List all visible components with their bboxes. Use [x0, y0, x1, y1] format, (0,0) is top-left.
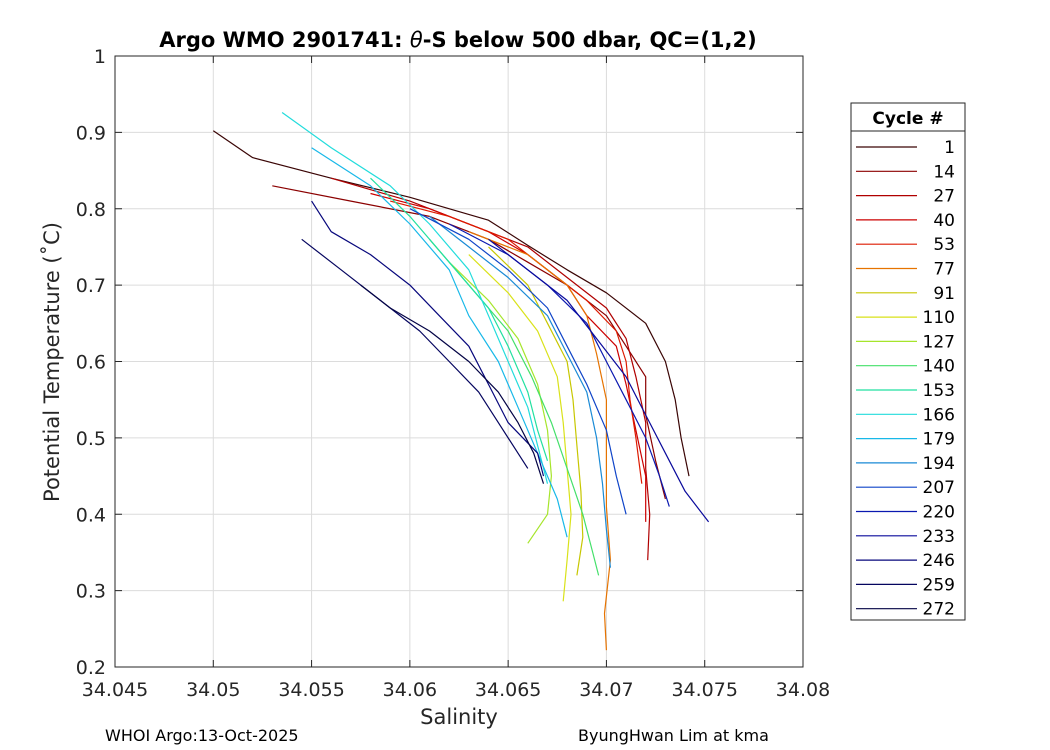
y-tick-label: 0.9	[76, 122, 106, 144]
y-tick-label: 1	[94, 46, 106, 68]
legend-label: 220	[923, 503, 955, 523]
legend-entry: 110	[856, 308, 955, 328]
legend-entry: 140	[856, 357, 955, 377]
legend-label: 207	[923, 478, 955, 498]
x-tick-label: 34.06	[383, 679, 437, 701]
series-line-cycle-179	[311, 147, 568, 538]
series-line-cycle-153	[370, 177, 549, 461]
legend-label: 233	[923, 527, 955, 547]
chart-title: Argo WMO 2901741: θ-S below 500 dbar, QC…	[159, 28, 756, 52]
legend-label: 91	[933, 284, 955, 304]
legend-entry: 1	[856, 138, 955, 158]
x-tick-label: 34.07	[579, 679, 633, 701]
y-tick-label: 0.5	[76, 428, 106, 450]
legend-entry: 127	[856, 332, 955, 352]
legend-label: 1	[944, 138, 955, 158]
legend-entry: 166	[856, 405, 955, 425]
legend-entry: 14	[856, 162, 955, 182]
x-tick-label: 34.065	[475, 679, 541, 701]
series-line-cycle-77	[468, 231, 612, 651]
legend-label: 14	[933, 162, 955, 182]
legend-label: 259	[923, 575, 955, 595]
x-axis-label: Salinity	[420, 705, 498, 729]
legend-entry: 246	[856, 551, 955, 571]
x-tick-label: 34.05	[186, 679, 240, 701]
legend-entry: 53	[856, 235, 955, 255]
series-line-cycle-110	[468, 254, 572, 602]
series-line-cycle-166	[281, 112, 549, 484]
y-tick-label: 0.4	[76, 504, 106, 526]
legend-entry: 194	[856, 454, 955, 474]
y-tick-label: 0.3	[76, 581, 106, 603]
legend-label: 110	[923, 308, 955, 328]
legend-label: 179	[923, 430, 955, 450]
legend-entry: 40	[856, 211, 955, 231]
legend-label: 40	[933, 211, 955, 231]
legend-entry: 179	[856, 430, 955, 450]
legend-title: Cycle #	[872, 109, 943, 129]
series-line-cycle-207	[409, 208, 627, 515]
legend: Cycle # 11427405377911101271401531661791…	[850, 102, 966, 621]
legend-entry: 233	[856, 527, 955, 547]
legend-label: 194	[923, 454, 955, 474]
legend-label: 53	[933, 235, 955, 255]
tick-marks	[114, 55, 804, 668]
legend-label: 272	[923, 600, 955, 620]
y-tick-label: 0.2	[76, 657, 106, 679]
series-line-cycle-91	[488, 246, 584, 576]
legend-label: 166	[923, 405, 955, 425]
legend-items: 1 14 27 40 53 77 91 110 127 140 153 166 179 194 207 220…	[856, 138, 955, 620]
legend-label: 27	[933, 187, 955, 207]
legend-label: 246	[923, 551, 955, 571]
x-tick-labels: 34.045 34.05 34.055 34.06 34.065 34.07 34.075 3…	[82, 679, 830, 701]
legend-entry: 207	[856, 478, 955, 498]
legend-entry: 220	[856, 503, 955, 523]
legend-entry: 77	[856, 260, 955, 280]
series-line-cycle-53	[390, 200, 643, 484]
legend-entry: 272	[856, 600, 955, 620]
legend-label: 153	[923, 381, 955, 401]
legend-box	[850, 102, 966, 621]
series-line-cycle-233	[488, 238, 710, 523]
series-line-cycle-259	[301, 238, 529, 469]
y-tick-labels: 0.2 0.3 0.4 0.5 0.6 0.7 0.8 0.9 1	[76, 46, 106, 679]
legend-label: 77	[933, 260, 955, 280]
legend-entry: 27	[856, 187, 955, 207]
footer-author: ByungHwan Lim at kma	[578, 726, 769, 745]
series-line-cycle-272	[360, 284, 545, 484]
y-axis-label: Potential Temperature (˚C)	[40, 222, 64, 502]
x-tick-label: 34.075	[671, 679, 737, 701]
x-tick-label: 34.045	[82, 679, 148, 701]
y-tick-label: 0.8	[76, 199, 106, 221]
x-tick-label: 34.08	[776, 679, 830, 701]
legend-label: 127	[923, 332, 955, 352]
legend-entry: 259	[856, 575, 955, 595]
y-tick-label: 0.6	[76, 352, 106, 374]
y-tick-label: 0.7	[76, 275, 106, 297]
series-line-cycle-246	[311, 200, 545, 477]
x-tick-label: 34.055	[278, 679, 344, 701]
series-layer	[212, 112, 710, 651]
legend-entry: 91	[856, 284, 955, 304]
series-line-cycle-194	[429, 215, 611, 568]
series-line-cycle-127	[448, 261, 553, 544]
legend-entry: 153	[856, 381, 955, 401]
footer-source: WHOI Argo:13-Oct-2025	[105, 726, 299, 745]
legend-label: 140	[923, 357, 955, 377]
